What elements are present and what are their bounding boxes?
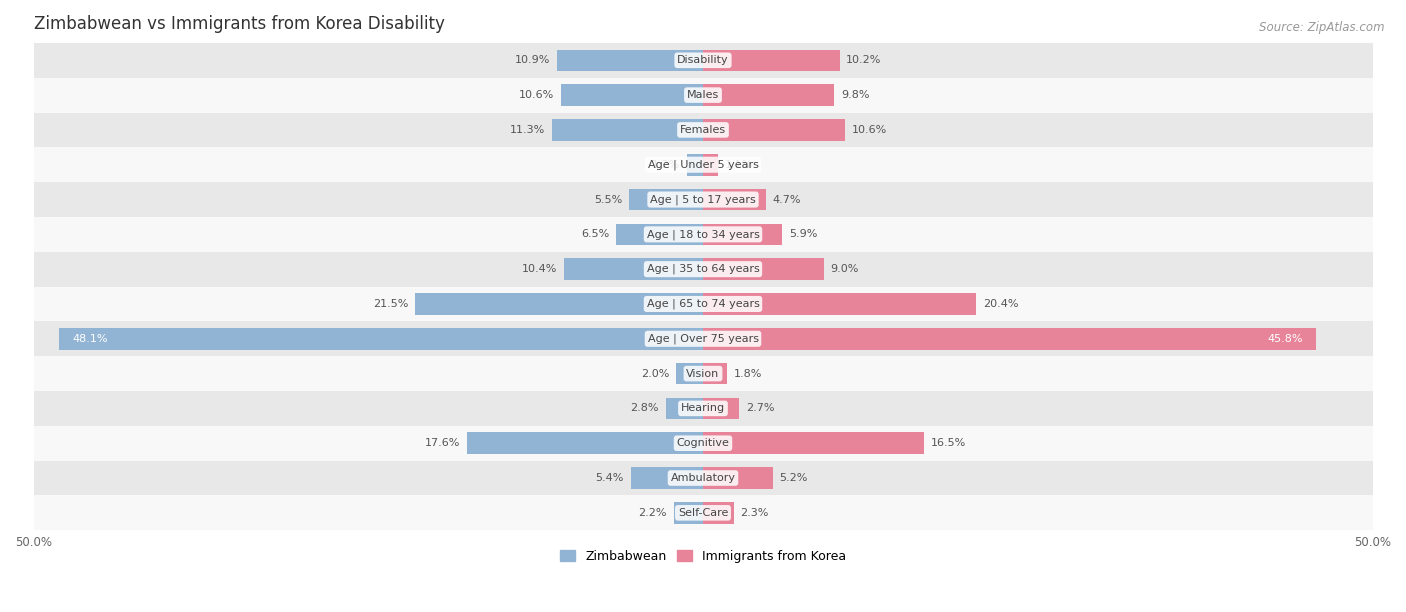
Bar — [415, 293, 703, 315]
Bar — [564, 258, 703, 280]
Text: 16.5%: 16.5% — [931, 438, 966, 448]
Text: Source: ZipAtlas.com: Source: ZipAtlas.com — [1260, 21, 1385, 34]
Text: 1.1%: 1.1% — [724, 160, 752, 170]
Bar — [673, 502, 703, 524]
Text: Age | Under 5 years: Age | Under 5 years — [648, 160, 758, 170]
Bar — [665, 398, 703, 419]
Text: 1.8%: 1.8% — [734, 368, 762, 379]
Text: 2.8%: 2.8% — [630, 403, 659, 413]
Text: 5.5%: 5.5% — [595, 195, 623, 204]
Bar — [703, 293, 976, 315]
Text: 2.0%: 2.0% — [641, 368, 669, 379]
Bar — [703, 258, 824, 280]
Text: 45.8%: 45.8% — [1267, 334, 1303, 344]
Text: 5.4%: 5.4% — [596, 473, 624, 483]
Bar — [557, 50, 703, 71]
Bar — [34, 147, 1372, 182]
Bar — [703, 223, 782, 245]
Bar — [630, 188, 703, 211]
Bar — [467, 433, 703, 454]
Text: Males: Males — [688, 90, 718, 100]
Bar — [34, 43, 1372, 78]
Bar — [34, 356, 1372, 391]
Text: 4.7%: 4.7% — [773, 195, 801, 204]
Bar — [59, 328, 703, 349]
Bar — [616, 223, 703, 245]
Bar — [34, 461, 1372, 496]
Text: 2.3%: 2.3% — [741, 508, 769, 518]
Bar — [703, 363, 727, 384]
Text: Ambulatory: Ambulatory — [671, 473, 735, 483]
Text: Age | 65 to 74 years: Age | 65 to 74 years — [647, 299, 759, 309]
Text: Age | 18 to 34 years: Age | 18 to 34 years — [647, 229, 759, 239]
Text: 20.4%: 20.4% — [983, 299, 1018, 309]
Text: Self-Care: Self-Care — [678, 508, 728, 518]
Text: 48.1%: 48.1% — [72, 334, 108, 344]
Bar — [34, 286, 1372, 321]
Text: 1.2%: 1.2% — [652, 160, 681, 170]
Text: Females: Females — [681, 125, 725, 135]
Text: 10.6%: 10.6% — [852, 125, 887, 135]
Text: 10.9%: 10.9% — [515, 55, 550, 65]
Text: Vision: Vision — [686, 368, 720, 379]
Text: Zimbabwean vs Immigrants from Korea Disability: Zimbabwean vs Immigrants from Korea Disa… — [34, 15, 444, 33]
Text: Age | 5 to 17 years: Age | 5 to 17 years — [650, 194, 756, 205]
Bar — [34, 78, 1372, 113]
Text: 5.9%: 5.9% — [789, 230, 817, 239]
Bar — [34, 426, 1372, 461]
Text: 21.5%: 21.5% — [373, 299, 408, 309]
Text: 2.2%: 2.2% — [638, 508, 666, 518]
Text: 5.2%: 5.2% — [779, 473, 807, 483]
Bar — [34, 217, 1372, 252]
Bar — [561, 84, 703, 106]
Bar — [551, 119, 703, 141]
Text: Disability: Disability — [678, 55, 728, 65]
Bar — [676, 363, 703, 384]
Bar — [703, 398, 740, 419]
Bar — [703, 119, 845, 141]
Text: Hearing: Hearing — [681, 403, 725, 413]
Text: 11.3%: 11.3% — [510, 125, 546, 135]
Text: 2.7%: 2.7% — [745, 403, 775, 413]
Text: Age | 35 to 64 years: Age | 35 to 64 years — [647, 264, 759, 274]
Bar — [703, 188, 766, 211]
Text: 17.6%: 17.6% — [425, 438, 461, 448]
Bar — [703, 154, 717, 176]
Bar — [34, 252, 1372, 286]
Text: 6.5%: 6.5% — [581, 230, 609, 239]
Text: 9.8%: 9.8% — [841, 90, 869, 100]
Bar — [34, 321, 1372, 356]
Bar — [34, 182, 1372, 217]
Bar — [703, 467, 773, 489]
Text: 10.4%: 10.4% — [522, 264, 557, 274]
Text: 10.2%: 10.2% — [846, 55, 882, 65]
Bar — [703, 84, 834, 106]
Legend: Zimbabwean, Immigrants from Korea: Zimbabwean, Immigrants from Korea — [555, 545, 851, 568]
Bar — [34, 496, 1372, 530]
Text: Cognitive: Cognitive — [676, 438, 730, 448]
Bar — [34, 391, 1372, 426]
Bar — [34, 113, 1372, 147]
Bar — [688, 154, 703, 176]
Bar — [703, 433, 924, 454]
Bar — [703, 328, 1316, 349]
Bar — [703, 50, 839, 71]
Text: Age | Over 75 years: Age | Over 75 years — [648, 334, 758, 344]
Text: 10.6%: 10.6% — [519, 90, 554, 100]
Bar — [703, 502, 734, 524]
Text: 9.0%: 9.0% — [830, 264, 859, 274]
Bar — [631, 467, 703, 489]
